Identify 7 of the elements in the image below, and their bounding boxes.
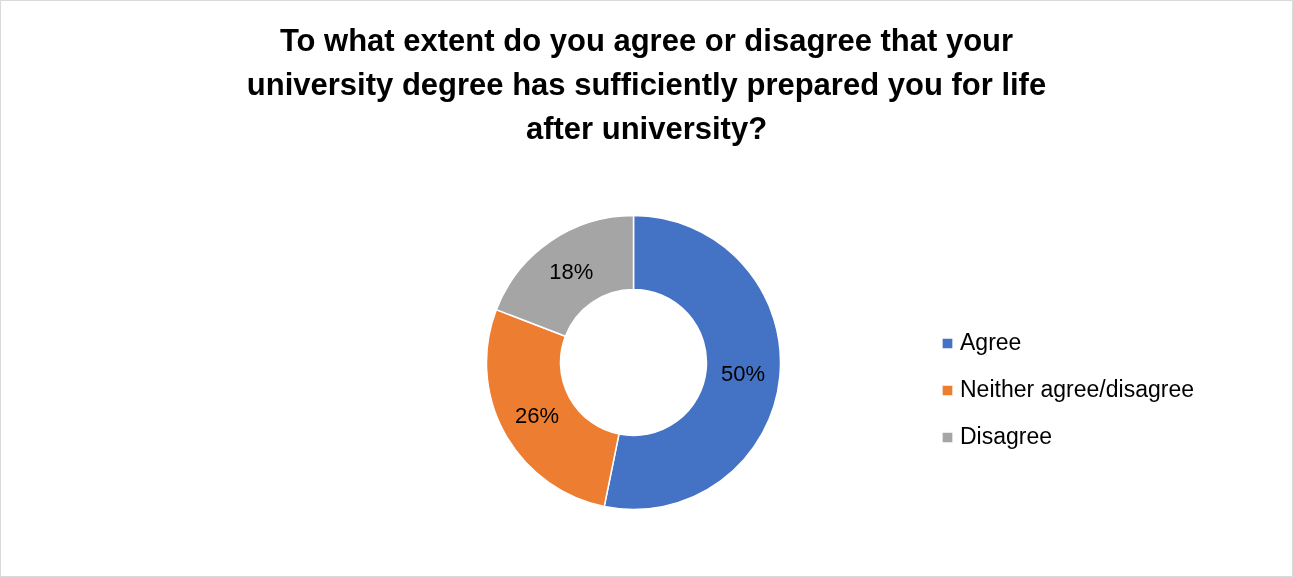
legend-label: Neither agree/disagree <box>960 376 1194 403</box>
data-label: 18% <box>549 259 594 285</box>
legend-label: Disagree <box>960 423 1053 450</box>
data-label: 26% <box>515 402 560 428</box>
chart-title: To what extent do you agree or disagree that your university degree has sufficiently prepared you for life after university? <box>246 23 1047 146</box>
data-label: 50% <box>720 361 765 387</box>
legend-label: Agree <box>960 329 1022 356</box>
